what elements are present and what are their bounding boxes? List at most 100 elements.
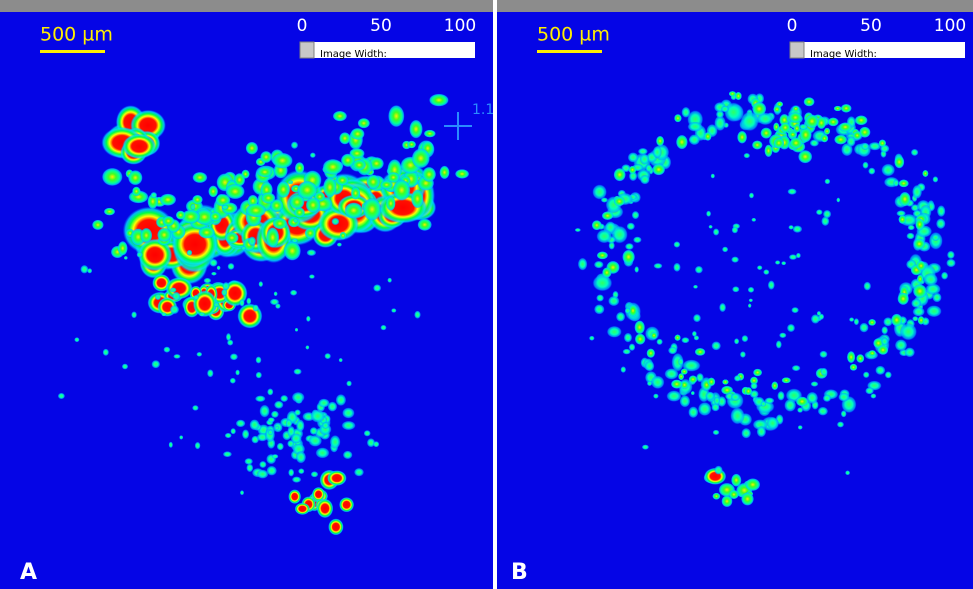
intensity-spot <box>187 250 193 256</box>
colorbar-tick-label: 50 <box>860 16 882 36</box>
intensity-spot <box>742 335 749 342</box>
intensity-spot <box>272 153 293 169</box>
intensity-spot <box>354 468 364 477</box>
intensity-spot <box>131 311 137 318</box>
intensity-spot <box>787 188 796 194</box>
intensity-spot <box>322 422 329 429</box>
colorbar-slider <box>300 42 314 58</box>
intensity-spot <box>339 497 354 512</box>
intensity-spot <box>912 316 918 321</box>
intensity-spot <box>622 250 635 265</box>
intensity-spot <box>323 159 344 175</box>
intensity-spot <box>912 185 922 199</box>
intensity-spot <box>222 282 229 290</box>
intensity-spot <box>267 388 273 395</box>
intensity-spot <box>230 428 236 434</box>
intensity-spot <box>288 469 294 477</box>
intensity-spot <box>391 308 396 313</box>
intensity-spot <box>353 160 367 171</box>
intensity-spot <box>834 135 847 145</box>
intensity-spot <box>856 354 864 363</box>
intensity-spot <box>261 192 275 203</box>
intensity-spot <box>797 407 803 413</box>
intensity-spot <box>593 275 613 292</box>
intensity-spot <box>317 499 334 518</box>
intensity-spot <box>578 258 588 271</box>
intensity-spot <box>192 405 199 411</box>
intensity-spot <box>916 261 925 271</box>
intensity-spot <box>295 328 299 332</box>
intensity-spot <box>713 228 719 235</box>
intensity-spot <box>780 122 791 132</box>
intensity-spot <box>575 228 581 232</box>
intensity-spot <box>640 175 650 185</box>
intensity-spot <box>128 170 143 185</box>
intensity-spot <box>696 373 704 382</box>
intensity-spot <box>878 345 889 355</box>
intensity-spot <box>898 215 906 224</box>
intensity-spot <box>933 176 939 182</box>
intensity-spot <box>881 326 888 334</box>
intensity-spot <box>310 152 316 158</box>
intensity-spot <box>293 368 301 374</box>
colorbar-slider <box>790 42 804 58</box>
intensity-spot <box>757 426 767 437</box>
intensity-spot <box>741 492 754 505</box>
intensity-spot <box>782 377 791 383</box>
intensity-spot <box>296 419 305 432</box>
intensity-spot <box>327 470 347 486</box>
intensity-spot <box>947 251 955 259</box>
intensity-spot <box>861 143 869 150</box>
intensity-spot <box>291 141 298 149</box>
intensity-spot <box>221 205 228 210</box>
intensity-spot <box>789 254 797 260</box>
intensity-spot <box>259 461 266 468</box>
intensity-spot <box>195 442 201 450</box>
intensity-spot <box>225 184 245 200</box>
intensity-spot <box>248 236 256 246</box>
intensity-spot <box>208 185 218 197</box>
intensity-spot <box>344 202 363 218</box>
intensity-spot <box>277 181 291 198</box>
intensity-spot <box>788 225 793 230</box>
intensity-spot <box>246 298 251 305</box>
intensity-spot <box>351 128 365 140</box>
intensity-spot <box>804 97 815 106</box>
intensity-spot <box>847 351 855 363</box>
intensity-spot <box>157 228 171 242</box>
intensity-spot <box>941 272 948 280</box>
intensity-spot <box>614 168 626 181</box>
intensity-spot <box>721 106 729 113</box>
intensity-spot <box>228 263 235 270</box>
intensity-spot <box>816 209 823 215</box>
intensity-spot <box>230 378 236 384</box>
intensity-spot <box>731 393 740 401</box>
intensity-spot <box>418 219 432 231</box>
intensity-spot <box>211 272 217 276</box>
intensity-spot <box>864 282 872 291</box>
intensity-spot <box>695 266 703 274</box>
intensity-spot <box>853 131 862 140</box>
intensity-spot <box>818 407 828 416</box>
intensity-spot <box>256 356 262 363</box>
intensity-spot <box>268 430 273 436</box>
page: 500 µm050100Image Width:1.1A500 µm050100… <box>0 0 973 589</box>
intensity-spot <box>242 429 249 439</box>
intensity-spot <box>214 302 219 307</box>
intensity-spot <box>58 393 65 399</box>
colorbar-tick-label: 100 <box>444 16 476 36</box>
intensity-spot <box>651 376 665 389</box>
intensity-spot <box>253 304 259 311</box>
intensity-spot <box>704 132 711 141</box>
intensity-spot <box>412 148 430 168</box>
intensity-spot <box>358 118 370 128</box>
intensity-spot <box>748 287 755 293</box>
intensity-spot <box>132 187 141 197</box>
intensity-spot <box>714 397 720 405</box>
intensity-spot <box>80 265 88 274</box>
scale-bar-label: 500 µm <box>537 24 610 46</box>
intensity-spot <box>689 134 700 145</box>
intensity-spot <box>608 296 619 306</box>
intensity-spot <box>894 156 904 169</box>
intensity-spot <box>681 107 690 118</box>
